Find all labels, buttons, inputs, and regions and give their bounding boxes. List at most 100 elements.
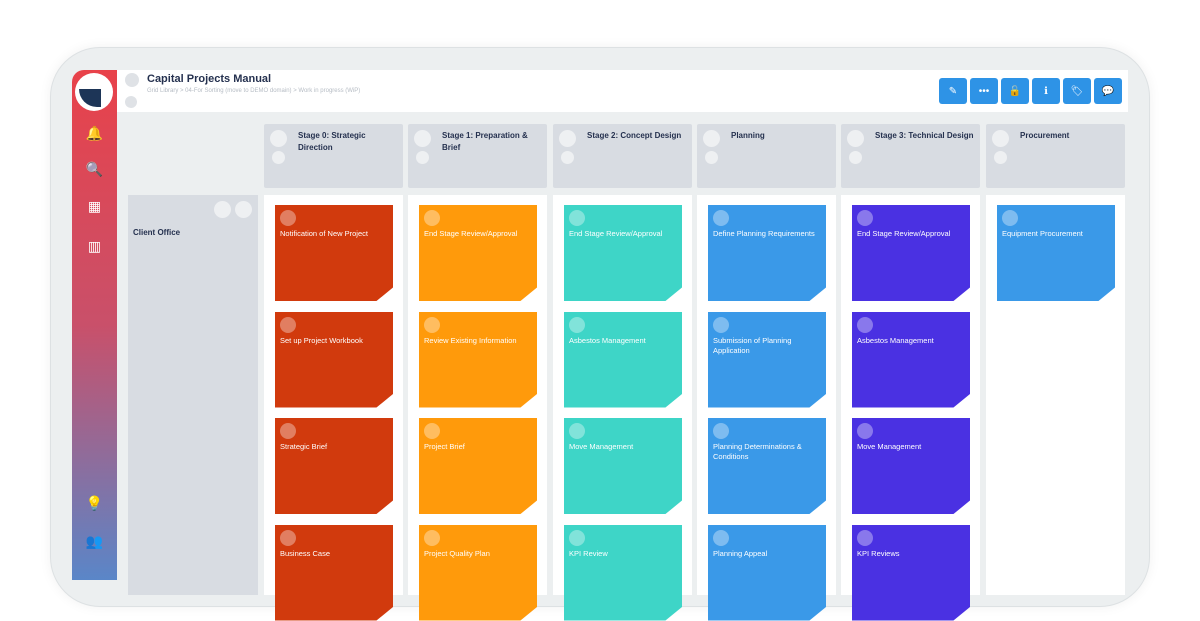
column-title: Stage 0: Strategic Direction (298, 131, 366, 152)
page-title: Capital Projects Manual (147, 73, 272, 85)
avatar[interactable] (125, 73, 139, 87)
flag-icon (857, 423, 873, 439)
flag-icon (424, 423, 440, 439)
flag-icon (994, 151, 1007, 164)
process-card[interactable]: Project Quality Plan (419, 524, 537, 621)
unlock-icon: 🔓 (1008, 85, 1022, 97)
column-header[interactable]: Stage 0: Strategic Direction (264, 124, 403, 188)
process-card[interactable]: Notification of New Project (275, 205, 393, 301)
info-button[interactable]: ℹ (1032, 78, 1060, 104)
column-title: Procurement (1020, 131, 1070, 140)
process-card[interactable]: Move Management (564, 418, 682, 514)
column-body: Notification of New Project Set up Projec… (264, 195, 403, 621)
avatar[interactable] (214, 201, 231, 218)
breadcrumb[interactable]: Grid Library > 04-For Sorting (move to D… (147, 88, 361, 94)
flag-icon (424, 529, 440, 546)
more-button[interactable]: ••• (970, 78, 998, 104)
avatar (847, 130, 864, 147)
info-icon: ℹ (1044, 85, 1048, 97)
flag-icon (713, 210, 729, 226)
process-card[interactable]: Asbestos Management (852, 311, 970, 408)
flag-icon (280, 316, 296, 333)
card-label: End Stage Review/Approval (857, 229, 951, 238)
flag-icon (280, 210, 296, 226)
card-label: Submission of Planning Application (713, 335, 792, 355)
search-icon[interactable]: 🔍 (85, 161, 104, 177)
chart-icon[interactable]: ▥ (87, 238, 102, 254)
process-card[interactable]: Submission of Planning Application (708, 311, 826, 408)
column-body: Define Planning Requirements Submission o… (697, 195, 836, 621)
process-card[interactable]: Review Existing Information (419, 311, 537, 408)
process-card[interactable]: Strategic Brief (275, 418, 393, 514)
avatar (992, 130, 1009, 147)
flag-icon (849, 151, 862, 164)
header: Capital Projects Manual Grid Library > 0… (117, 70, 1128, 112)
flag-icon (424, 210, 440, 226)
flag-icon[interactable] (235, 201, 252, 218)
card-label: End Stage Review/Approval (424, 229, 518, 238)
flag-icon (280, 529, 296, 546)
card-label: Project Quality Plan (424, 548, 490, 558)
unlock-button[interactable]: 🔓 (1001, 78, 1029, 104)
card-label: Move Management (857, 442, 922, 451)
flag-icon (713, 529, 729, 546)
process-card[interactable]: Define Planning Requirements (708, 205, 826, 301)
flag-icon (857, 316, 873, 333)
flag-icon (280, 423, 296, 439)
process-card[interactable]: Project Brief (419, 418, 537, 514)
process-card[interactable]: Move Management (852, 418, 970, 514)
card-label: Move Management (569, 442, 634, 451)
flag-icon[interactable] (125, 96, 137, 108)
flag-icon (713, 423, 729, 439)
card-label: Equipment Procurement (1002, 229, 1083, 238)
column-header[interactable]: Stage 1: Preparation & Brief (408, 124, 547, 188)
toolbar: ✎ ••• 🔓 ℹ 🏷 💬 (939, 78, 1122, 104)
card-label: Asbestos Management (569, 335, 646, 345)
card-label: Planning Appeal (713, 548, 768, 558)
column-header[interactable]: Planning (697, 124, 836, 188)
avatar (270, 130, 287, 147)
avatar (703, 130, 720, 147)
process-card[interactable]: Business Case (275, 524, 393, 621)
pencil-icon: ✎ (948, 85, 958, 97)
pencil-button[interactable]: ✎ (939, 78, 967, 104)
card-label: Review Existing Information (424, 335, 517, 345)
column-header[interactable]: Procurement (986, 124, 1125, 188)
flag-icon (569, 316, 585, 333)
column-title: Stage 3: Technical Design (875, 131, 974, 140)
row-header: Client Office (128, 195, 258, 595)
sidebar: 🔔 🔍 ▦ ▥ 💡 👥 (72, 70, 117, 580)
process-card[interactable]: Planning Appeal (708, 524, 826, 621)
more-icon: ••• (978, 85, 990, 97)
column-header[interactable]: Stage 3: Technical Design (841, 124, 980, 188)
card-label: Set up Project Workbook (280, 335, 363, 345)
process-card[interactable]: Asbestos Management (564, 311, 682, 408)
flag-icon (416, 151, 429, 164)
process-card[interactable]: End Stage Review/Approval (564, 205, 682, 301)
process-card[interactable]: Set up Project Workbook (275, 311, 393, 408)
column-title: Stage 1: Preparation & Brief (442, 131, 528, 152)
process-card[interactable]: Planning Determinations & Conditions (708, 418, 826, 514)
card-label: Asbestos Management (857, 335, 934, 345)
card-label: Business Case (280, 548, 331, 558)
card-label: Planning Determinations & Conditions (713, 442, 802, 461)
comment-button[interactable]: 💬 (1094, 78, 1122, 104)
card-label: KPI Review (569, 548, 608, 558)
tag-button[interactable]: 🏷 (1063, 78, 1091, 104)
process-card[interactable]: End Stage Review/Approval (419, 205, 537, 301)
process-card[interactable]: KPI Review (564, 524, 682, 621)
card-label: Strategic Brief (280, 442, 328, 451)
lightbulb-icon[interactable]: 💡 (85, 495, 104, 511)
card-label: Project Brief (424, 442, 465, 451)
users-icon[interactable]: 👥 (85, 533, 104, 549)
bell-icon[interactable]: 🔔 (85, 125, 104, 141)
column-title: Stage 2: Concept Design (587, 131, 682, 140)
flag-icon (569, 210, 585, 226)
grid-icon[interactable]: ▦ (87, 198, 102, 214)
column-header[interactable]: Stage 2: Concept Design (553, 124, 692, 188)
flag-icon (561, 151, 574, 164)
process-card[interactable]: Equipment Procurement (997, 205, 1115, 301)
process-card[interactable]: End Stage Review/Approval (852, 205, 970, 301)
process-card[interactable]: KPI Reviews (852, 524, 970, 621)
flag-icon (569, 423, 585, 439)
